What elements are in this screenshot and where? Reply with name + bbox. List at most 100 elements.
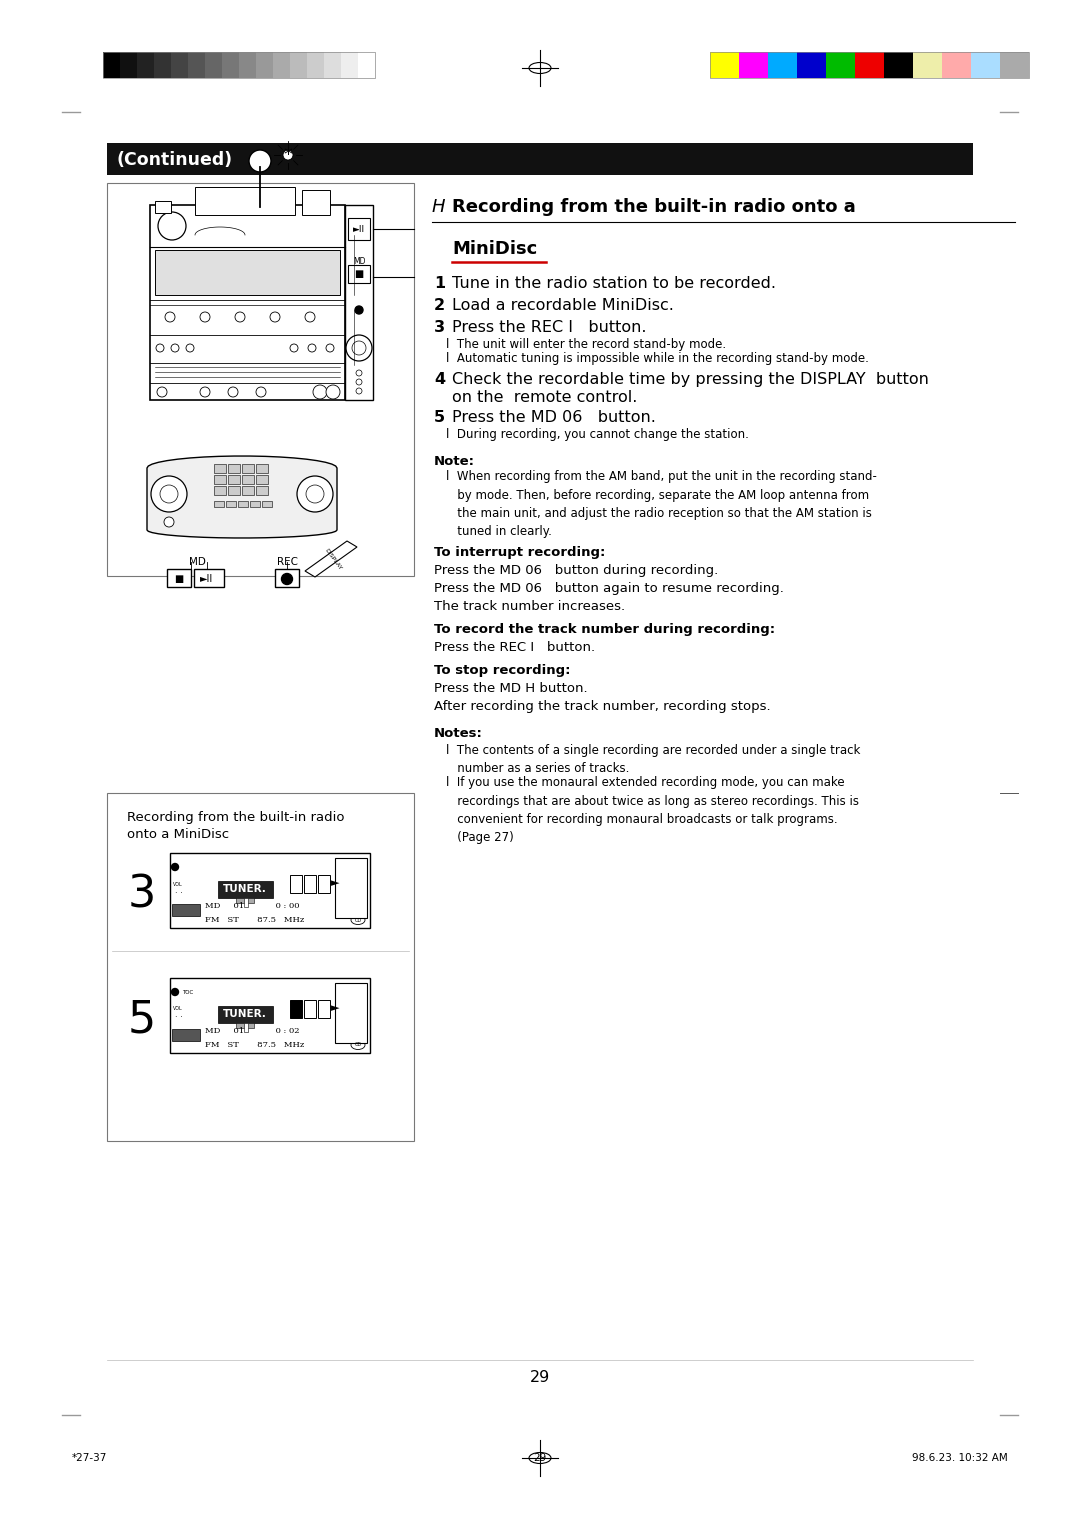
Circle shape [356, 370, 362, 376]
Bar [238, 501, 248, 507]
Bar [710, 52, 739, 78]
Bar [348, 264, 370, 283]
Circle shape [352, 341, 366, 354]
Bar [1000, 52, 1029, 78]
Text: · ·: · · [175, 888, 183, 897]
Text: on the  remote control.: on the remote control. [453, 390, 637, 405]
Circle shape [157, 387, 167, 397]
Bar [156, 202, 171, 212]
Text: REC: REC [276, 558, 297, 567]
Text: 3D
SURROUND: 3D SURROUND [175, 1044, 198, 1053]
Text: (Continued): (Continued) [117, 151, 233, 170]
Bar [249, 501, 260, 507]
Bar [885, 52, 913, 78]
Text: Tune in the radio station to be recorded.: Tune in the radio station to be recorded… [453, 277, 777, 290]
Circle shape [160, 484, 178, 503]
Text: Press the REC I   button.: Press the REC I button. [434, 642, 595, 654]
Text: l  Automatic tuning is impossible while in the recording stand-by mode.: l Automatic tuning is impossible while i… [446, 351, 869, 365]
Bar [170, 978, 370, 1053]
Bar [218, 1005, 273, 1024]
Text: Notes:: Notes: [434, 727, 483, 740]
Text: l  If you use the monaural extended recording mode, you can make
   recordings t: l If you use the monaural extended recor… [446, 776, 859, 845]
Text: 1: 1 [434, 277, 445, 290]
Bar [107, 793, 414, 1141]
Bar [237, 898, 254, 903]
Bar [768, 52, 797, 78]
Bar [855, 52, 885, 78]
Bar [341, 52, 357, 78]
Bar [244, 898, 248, 908]
Bar [137, 52, 154, 78]
Circle shape [186, 344, 194, 351]
Text: l  When recording from the AM band, put the unit in the recording stand-
   by m: l When recording from the AM band, put t… [446, 471, 877, 538]
Bar [222, 52, 239, 78]
Text: ►II: ►II [201, 575, 214, 584]
Text: MD: MD [353, 257, 365, 266]
Bar [107, 183, 414, 576]
Bar [942, 52, 971, 78]
Circle shape [313, 385, 327, 399]
Text: To record the track number during recording:: To record the track number during record… [434, 623, 775, 636]
Bar [324, 52, 341, 78]
Bar [318, 876, 330, 892]
Bar [826, 52, 855, 78]
Text: Recording from the built-in radio: Recording from the built-in radio [127, 811, 345, 824]
Text: Press the MD 06   button.: Press the MD 06 button. [453, 410, 656, 425]
Bar [256, 486, 268, 495]
Circle shape [172, 863, 178, 871]
Bar [205, 52, 222, 78]
Text: CD: CD [354, 917, 362, 923]
Text: 5: 5 [434, 410, 445, 425]
Text: *: * [283, 147, 293, 163]
Bar [172, 1028, 200, 1041]
Bar [194, 568, 224, 587]
Circle shape [164, 516, 174, 527]
Bar [357, 52, 375, 78]
Bar [170, 853, 370, 927]
Text: After recording the track number, recording stops.: After recording the track number, record… [434, 700, 771, 714]
Circle shape [346, 335, 372, 361]
Circle shape [291, 344, 298, 351]
Text: 29: 29 [534, 1453, 546, 1462]
Text: Check the recordable time by pressing the DISPLAY  button: Check the recordable time by pressing th… [453, 371, 929, 387]
Text: CD: CD [354, 1042, 362, 1048]
Bar [307, 52, 324, 78]
Circle shape [282, 573, 293, 585]
Text: l  The unit will enter the record stand-by mode.: l The unit will enter the record stand-b… [446, 338, 726, 351]
Polygon shape [305, 541, 357, 578]
Text: Press the MD H button.: Press the MD H button. [434, 681, 588, 695]
Bar [335, 983, 367, 1044]
Text: Load a recordable MiniDisc.: Load a recordable MiniDisc. [453, 298, 674, 313]
Bar [348, 219, 370, 240]
Bar [335, 859, 367, 918]
Bar [228, 486, 240, 495]
Circle shape [306, 484, 324, 503]
Circle shape [172, 989, 178, 996]
Bar [150, 205, 345, 400]
Text: TOC: TOC [183, 990, 193, 995]
Text: ■: ■ [354, 269, 364, 280]
Circle shape [249, 150, 271, 173]
Bar [262, 501, 272, 507]
Text: · ·: · · [175, 1013, 183, 1022]
Text: 4: 4 [434, 371, 445, 387]
Bar [154, 52, 171, 78]
Bar [256, 52, 273, 78]
Bar [244, 1024, 248, 1031]
Circle shape [283, 150, 293, 160]
Circle shape [256, 387, 266, 397]
Bar [242, 475, 254, 484]
Circle shape [305, 312, 315, 322]
Text: 98.6.23. 10:32 AM: 98.6.23. 10:32 AM [913, 1453, 1008, 1462]
Circle shape [200, 387, 210, 397]
Bar [291, 999, 302, 1018]
Text: 3: 3 [434, 319, 445, 335]
Bar [242, 486, 254, 495]
Bar [256, 465, 268, 474]
Bar [291, 876, 302, 892]
Bar [218, 882, 273, 898]
Bar [107, 144, 973, 176]
Bar [103, 52, 120, 78]
Text: 2: 2 [434, 298, 445, 313]
Bar [188, 52, 205, 78]
